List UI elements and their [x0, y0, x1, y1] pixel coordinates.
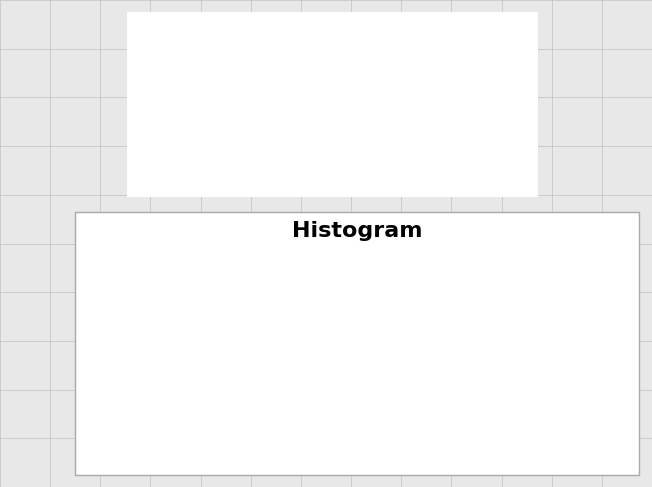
Text: 25: 25 — [349, 47, 363, 57]
Text: 5: 5 — [237, 152, 244, 163]
Text: 35: 35 — [131, 126, 145, 136]
Text: 0: 0 — [455, 179, 462, 189]
Text: More: More — [349, 179, 375, 189]
Text: 53.33%: 53.33% — [278, 100, 318, 110]
Text: Cumulative %: Cumulative % — [465, 20, 537, 30]
Text: 86.67%: 86.67% — [496, 100, 536, 110]
Text: 6: 6 — [237, 73, 244, 83]
Text: 100.00%: 100.00% — [490, 179, 536, 189]
Text: 30: 30 — [349, 100, 362, 110]
Text: 5: 5 — [455, 73, 462, 83]
X-axis label: Bins: Bins — [321, 457, 354, 471]
Text: 100.00%: 100.00% — [490, 126, 536, 136]
Text: 40: 40 — [131, 152, 144, 163]
Text: Cumulative %: Cumulative % — [247, 20, 319, 30]
Text: 2: 2 — [455, 126, 462, 136]
Text: 40: 40 — [349, 73, 362, 83]
Text: 35: 35 — [349, 126, 363, 136]
Bar — [205, 291, 246, 433]
Text: Bins: Bins — [143, 20, 165, 30]
Text: 100.00%: 100.00% — [273, 152, 318, 163]
Text: 25: 25 — [131, 73, 145, 83]
Text: 2: 2 — [455, 100, 462, 110]
Text: 40.00%: 40.00% — [279, 73, 318, 83]
Bar — [132, 262, 172, 433]
Y-axis label: Frequency: Frequency — [74, 298, 88, 370]
Text: 6: 6 — [455, 47, 462, 57]
Text: 20: 20 — [349, 152, 362, 163]
Text: 0: 0 — [238, 179, 244, 189]
Text: 20: 20 — [131, 47, 144, 57]
Text: Bins: Bins — [361, 20, 383, 30]
Text: 100.00%: 100.00% — [273, 179, 318, 189]
Text: 40.00%: 40.00% — [496, 47, 536, 57]
Text: Histogram: Histogram — [291, 221, 422, 242]
Text: 0.00%: 0.00% — [286, 47, 318, 57]
Text: 66.67%: 66.67% — [278, 126, 318, 136]
Text: More: More — [131, 179, 157, 189]
Text: 0: 0 — [238, 47, 244, 57]
Bar — [280, 376, 321, 433]
Text: 2: 2 — [237, 126, 244, 136]
Text: 0: 0 — [455, 152, 462, 163]
Text: Frequency: Frequency — [404, 20, 458, 30]
Text: 100.00%: 100.00% — [490, 152, 536, 163]
Text: 73.33%: 73.33% — [496, 73, 536, 83]
Text: Frequency: Frequency — [186, 20, 241, 30]
Bar — [354, 376, 395, 433]
Text: 30: 30 — [131, 100, 144, 110]
Text: 2: 2 — [237, 100, 244, 110]
